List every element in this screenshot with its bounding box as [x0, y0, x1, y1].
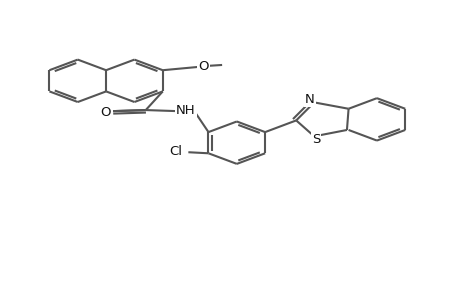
- Text: O: O: [101, 106, 111, 119]
- Text: N: N: [304, 93, 314, 106]
- Text: O: O: [198, 60, 208, 73]
- Text: S: S: [311, 133, 319, 146]
- Text: NH: NH: [176, 104, 196, 117]
- Text: Cl: Cl: [169, 145, 182, 158]
